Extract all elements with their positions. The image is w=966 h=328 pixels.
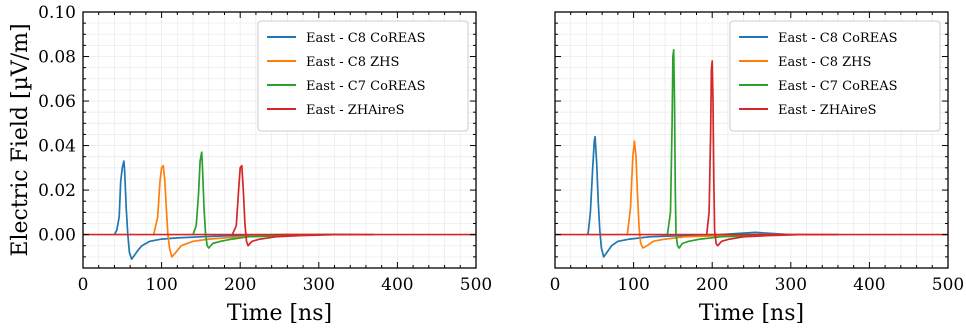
plot-area xyxy=(113,151,374,260)
x-tick-label: 100 xyxy=(617,275,649,295)
x-axis-label: Time [ns] xyxy=(227,301,332,326)
series-line-2 xyxy=(626,140,807,249)
series-line-4 xyxy=(705,60,838,247)
x-tick-label: 300 xyxy=(775,275,807,295)
axes-frame xyxy=(554,11,949,269)
x-tick-label: 300 xyxy=(303,275,335,295)
series-line-1 xyxy=(113,160,335,260)
x-tick-label: 200 xyxy=(696,275,728,295)
legend-label: East - ZHAireS xyxy=(306,103,405,118)
axes-frame xyxy=(82,11,477,269)
legend-label: East - C7 CoREAS xyxy=(778,79,898,94)
y-tick-label: 0.10 xyxy=(38,3,76,23)
x-tick-label: 500 xyxy=(460,275,492,295)
x-tick-label: 100 xyxy=(145,275,177,295)
series-line-3 xyxy=(666,48,791,249)
legend-box xyxy=(257,20,469,132)
x-tick-label: 0 xyxy=(550,275,561,295)
y-tick-label: 0.02 xyxy=(38,181,76,201)
x-tick-label: 200 xyxy=(224,275,256,295)
legend-label: East - C8 CoREAS xyxy=(778,31,898,46)
y-axis-label: Electric Field [µV/m] xyxy=(8,23,33,256)
legend-box xyxy=(729,20,941,132)
y-tick-label: 0.04 xyxy=(38,137,76,157)
x-tick-label: 400 xyxy=(853,275,885,295)
legend: East - C8 CoREAS East - C8 ZHS East - C7 C… xyxy=(257,20,469,132)
legend: East - C8 CoREAS East - C8 ZHS East - C7 C… xyxy=(729,20,941,132)
series-line-3 xyxy=(192,151,359,249)
legend-label: East - C8 CoREAS xyxy=(306,31,426,46)
y-tick-label: 0.00 xyxy=(38,226,76,246)
x-tick-label: 500 xyxy=(932,275,964,295)
legend-label: East - C8 ZHS xyxy=(306,55,399,70)
plot-area xyxy=(587,48,838,258)
legend-label: East - C7 CoREAS xyxy=(306,79,426,94)
legend-label: East - ZHAireS xyxy=(778,103,877,118)
panel-1: 0 100 200 300 400 500 0.00 0.02 0.04 0.06 0.08 0.10… xyxy=(8,3,492,326)
x-tick-label: 0 xyxy=(78,275,89,295)
y-tick-label: 0.08 xyxy=(38,48,76,68)
series-line-4 xyxy=(231,164,374,247)
x-tick-label: 400 xyxy=(381,275,413,295)
y-tick-label: 0.06 xyxy=(38,92,76,112)
legend-label: East - C8 ZHS xyxy=(778,55,871,70)
series-line-2 xyxy=(152,164,343,258)
x-axis-label: Time [ns] xyxy=(699,301,804,326)
panel-2: 0 100 200 300 400 500 Time [ns] East - C8 CoREA… xyxy=(550,11,964,326)
series-line-1 xyxy=(587,135,791,258)
